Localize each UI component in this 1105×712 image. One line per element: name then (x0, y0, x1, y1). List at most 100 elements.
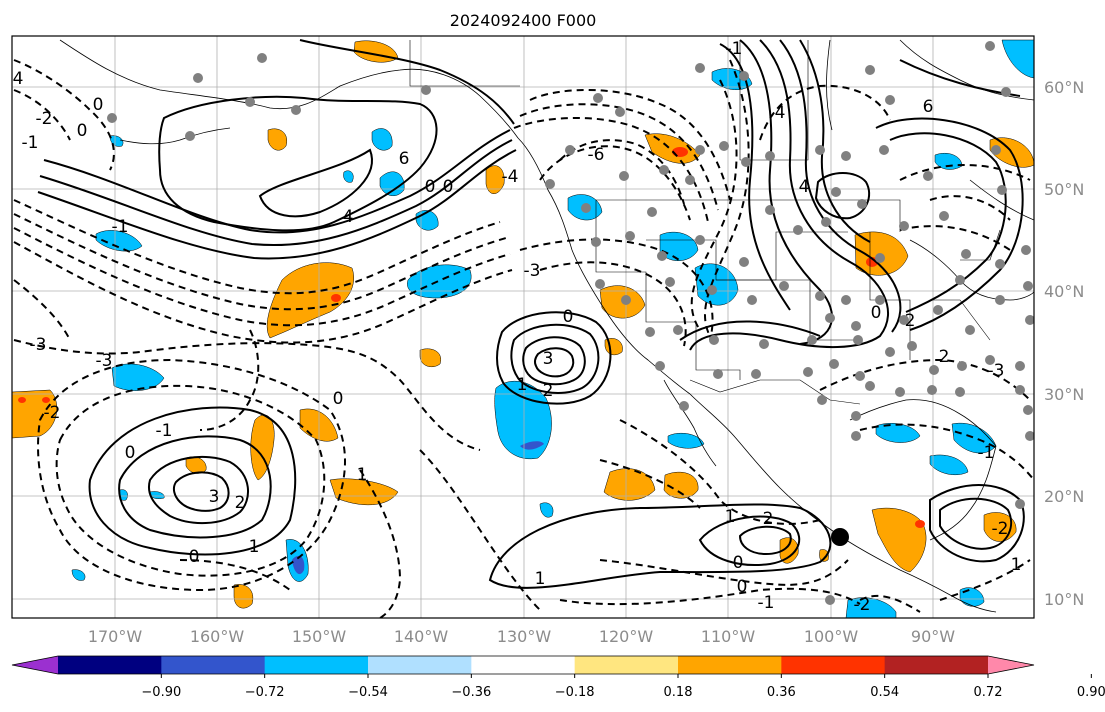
contour-label: -1 (156, 421, 173, 441)
colorbar-segment (161, 656, 266, 674)
colorbar-tick-label: −0.54 (348, 685, 388, 700)
lon-label: 90°W (911, 627, 955, 646)
contour-label: 4 (775, 103, 786, 123)
contour-label: 0 (737, 577, 748, 597)
colorbar-tick-label: −0.36 (451, 685, 491, 700)
colorbar-tick-label: 0.72 (974, 685, 1003, 700)
colorbar-tick-label: 0.54 (870, 685, 899, 700)
colorbar-segment (781, 656, 886, 674)
station-markers (107, 41, 1034, 605)
lat-label: 20°N (1044, 487, 1084, 506)
highlight-marker (831, 528, 849, 546)
lat-label: 10°N (1044, 590, 1084, 609)
colorbar-extend-high (988, 656, 1034, 674)
colorbar-tick-labels: −0.90 −0.72 −0.54 −0.36 −0.18 0.18 0.36 0.54 0.7… (141, 674, 1105, 700)
colorbar-segment (884, 656, 989, 674)
colorbar-segment (264, 656, 369, 674)
contour-label: 0 (871, 303, 882, 323)
colorbar-tick-label: 0.18 (664, 685, 693, 700)
contour-label: 2 (939, 347, 950, 367)
contour-label: 0 (333, 389, 344, 409)
contour-label: 0 (77, 121, 88, 141)
contour-label: -2 (36, 109, 53, 129)
contour-label: 0 (125, 443, 136, 463)
contour-label: 1 (725, 507, 736, 527)
latitude-labels: 60°N 50°N 40°N 30°N 20°N 10°N (1044, 78, 1084, 609)
contour-label: 4 (799, 177, 810, 197)
colorbar-segment (678, 656, 782, 674)
lat-label: 40°N (1044, 282, 1084, 301)
contour-label: -1 (978, 443, 995, 463)
dashed-contours (13, 59, 1034, 618)
graticule (12, 36, 1034, 618)
contour-label: 6 (399, 149, 410, 169)
strong-negative-shading (292, 441, 544, 575)
colorbar-segments (12, 656, 1034, 674)
positive-anomaly-shading (12, 40, 1034, 609)
contour-label: -2 (44, 403, 61, 423)
lat-label: 60°N (1044, 78, 1084, 97)
contour-label: -3 (988, 361, 1005, 381)
colorbar: −0.90 −0.72 −0.54 −0.36 −0.18 0.18 0.36 0.54 0.7… (11, 655, 1105, 700)
contour-label: -6 (588, 145, 605, 165)
colorbar-segment (58, 656, 162, 674)
lon-label: 140°W (394, 627, 449, 646)
contour-label: 6 (923, 97, 934, 117)
contour-label: -3 (30, 335, 47, 355)
contour-label: 4 (13, 69, 24, 89)
lon-label: 110°W (701, 627, 756, 646)
colorbar-segment (368, 656, 472, 674)
contour-label: 0 (425, 177, 436, 197)
contour-label: -3 (524, 261, 541, 281)
lon-label: 120°W (599, 627, 654, 646)
contour-label: -1 (758, 593, 775, 613)
lon-label: 170°W (88, 627, 143, 646)
colorbar-tick-label: −0.72 (245, 685, 285, 700)
contour-label: 0 (563, 307, 574, 327)
colorbar-tick-label: −0.18 (555, 685, 595, 700)
colorbar-segment (471, 656, 576, 674)
contour-label: 2 (763, 509, 774, 529)
contour-label: 1 (357, 465, 368, 485)
colorbar-tick-label: 0.36 (767, 685, 796, 700)
colorbar-tick-label: 0.90 (1077, 685, 1105, 700)
map-area: 4 -2 0 -1 0 6 4 0 0 -1 -3 -3 -2 -1 0 3 2… (12, 36, 1034, 618)
contour-label: 3 (543, 349, 554, 369)
contour-label: 0 (189, 547, 200, 567)
contour-label: 4 (343, 207, 354, 227)
contour-label: -2 (992, 519, 1009, 539)
lat-label: 30°N (1044, 385, 1084, 404)
contour-label: 3 (209, 487, 220, 507)
contour-label: -1 (726, 39, 743, 59)
colorbar-segment (574, 656, 679, 674)
longitude-labels: 170°W 160°W 150°W 140°W 130°W 120°W 110°… (88, 627, 955, 646)
lat-label: 50°N (1044, 180, 1084, 199)
colorbar-outline (11, 655, 1035, 675)
negative-anomaly-shading (71, 39, 1034, 618)
contour-label: 0 (443, 177, 454, 197)
contour-label: 0 (93, 95, 104, 115)
contour-label: -1 (22, 133, 39, 153)
lon-label: 160°W (190, 627, 245, 646)
contour-labels: 4 -2 0 -1 0 6 4 0 0 -1 -3 -3 -2 -1 0 3 2… (13, 39, 1022, 615)
contour-label: 1 (1011, 555, 1022, 575)
contour-label: 1 (535, 569, 546, 589)
map-title: 2024092400 F000 (450, 11, 597, 30)
contour-label: 1 (517, 375, 528, 395)
map-frame (11, 35, 1035, 619)
lon-label: 150°W (292, 627, 347, 646)
lon-label: 100°W (804, 627, 859, 646)
contour-label: -4 (502, 167, 519, 187)
contour-label: 0 (733, 553, 744, 573)
contour-label: 1 (249, 537, 260, 557)
contour-label: -1 (112, 217, 129, 237)
contour-label: 2 (235, 493, 246, 513)
contour-label: -2 (854, 595, 871, 615)
contour-label: 2 (543, 381, 554, 401)
contour-label: -3 (96, 351, 113, 371)
colorbar-tick-label: −0.90 (141, 685, 181, 700)
lon-label: 130°W (497, 627, 552, 646)
colorbar-extend-low (12, 656, 58, 674)
contour-label: 2 (905, 311, 916, 331)
